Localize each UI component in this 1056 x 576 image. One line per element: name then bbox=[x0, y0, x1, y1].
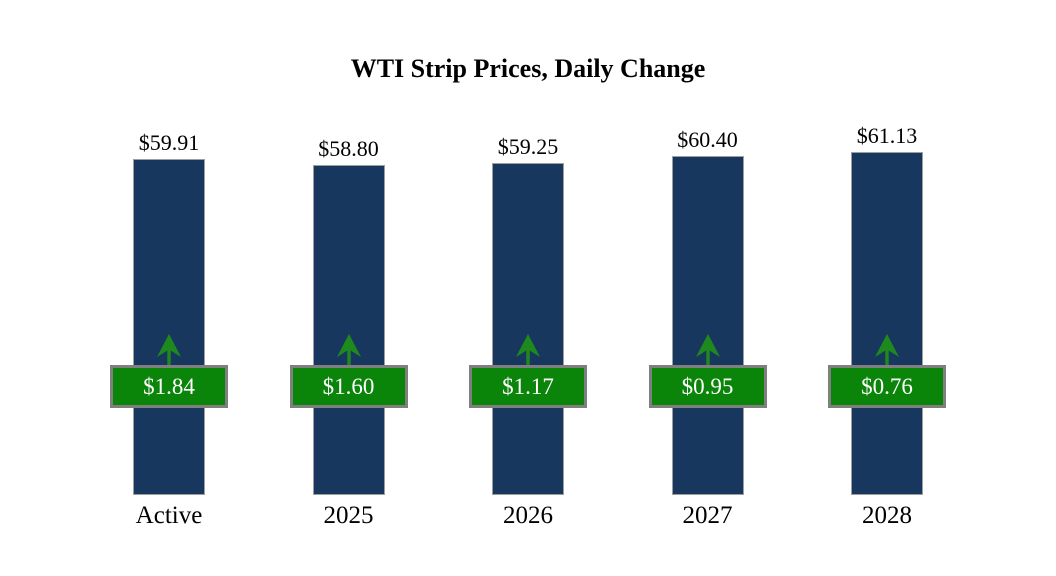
price-bar bbox=[671, 156, 744, 495]
daily-change-badge: $1.17 bbox=[469, 365, 587, 408]
bar-value-label: $59.25 bbox=[497, 133, 559, 159]
bar-group: $59.25 $1.17 2026 bbox=[438, 0, 618, 576]
bar-group: $60.40 $0.95 2027 bbox=[618, 0, 798, 576]
bar-value-label: $60.40 bbox=[677, 127, 738, 153]
price-bar bbox=[492, 162, 564, 495]
daily-change-value: $1.60 bbox=[322, 373, 375, 399]
daily-change-badge: $0.76 bbox=[828, 365, 946, 408]
category-label: 2025 bbox=[323, 502, 374, 529]
price-bar bbox=[312, 165, 385, 495]
bar-group: $61.13 $0.76 2028 bbox=[797, 0, 977, 576]
daily-change-badge: $1.84 bbox=[110, 365, 228, 408]
daily-change-value: $0.95 bbox=[681, 373, 734, 399]
up-arrow-icon bbox=[157, 334, 181, 366]
category-label: Active bbox=[135, 502, 203, 529]
chart-title: WTI Strip Prices, Daily Change bbox=[350, 54, 706, 83]
category-label: 2026 bbox=[503, 502, 553, 529]
daily-change-value: $0.76 bbox=[861, 373, 913, 399]
up-arrow-icon bbox=[336, 334, 361, 366]
daily-change-value: $1.84 bbox=[143, 373, 195, 399]
bar-value-label: $59.91 bbox=[138, 129, 200, 155]
bar-value-label: $58.80 bbox=[318, 136, 379, 162]
up-arrow-icon bbox=[516, 334, 540, 366]
up-arrow-icon bbox=[875, 334, 899, 366]
category-label: 2027 bbox=[682, 502, 733, 529]
bar-value-label: $61.13 bbox=[856, 123, 918, 148]
price-bar bbox=[851, 152, 923, 495]
bar-group: $58.80 $1.60 2025 bbox=[259, 0, 439, 576]
bar-group: $59.91 $1.84 Active bbox=[79, 0, 259, 576]
up-arrow-icon bbox=[695, 334, 720, 366]
daily-change-badge: $1.60 bbox=[289, 365, 408, 408]
price-bar bbox=[133, 158, 205, 495]
daily-change-value: $1.17 bbox=[502, 373, 554, 399]
category-label: 2028 bbox=[862, 502, 912, 529]
daily-change-badge: $0.95 bbox=[648, 365, 767, 408]
